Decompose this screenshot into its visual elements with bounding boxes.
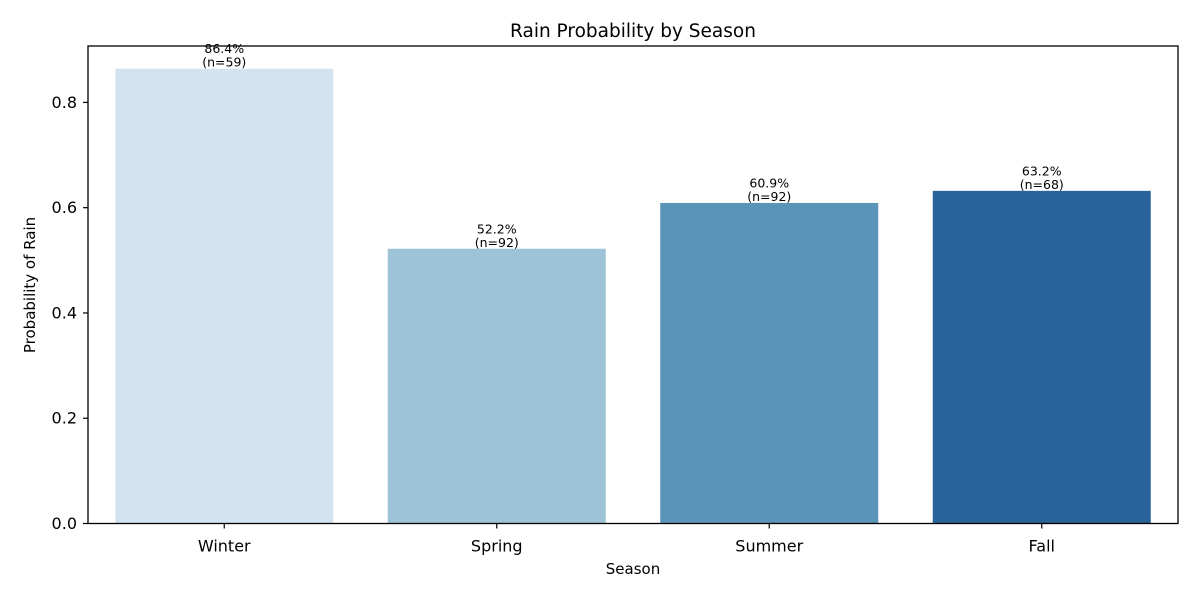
- bar-spring: [387, 248, 606, 524]
- x-tick-label-winter: Winter: [198, 537, 251, 556]
- y-tick-label: 0.0: [52, 514, 77, 533]
- axes-layer: [87, 45, 1179, 525]
- bar-winter: [115, 68, 334, 524]
- data-label-spring-percent: 52.2%: [477, 221, 517, 236]
- plot-frame: [87, 45, 1179, 525]
- data-label-spring-count: (n=92): [475, 235, 519, 250]
- data-label-fall-count: (n=68): [1020, 177, 1064, 192]
- bar-summer: [660, 202, 879, 524]
- y-tick-label: 0.2: [52, 409, 77, 428]
- data-labels-layer: 86.4%(n=59)52.2%(n=92)60.9%(n=92)63.2%(n…: [202, 41, 1064, 250]
- y-ticks-layer: 0.0 0.2 0.4 0.6 0.8: [52, 93, 88, 533]
- data-label-summer-percent: 60.9%: [749, 175, 789, 190]
- y-tick-label: 0.8: [52, 93, 77, 112]
- data-label-winter-percent: 86.4%: [204, 41, 244, 56]
- x-tick-label-fall: Fall: [1029, 537, 1055, 556]
- x-ticks-layer: Winter Spring Summer Fall: [198, 523, 1055, 556]
- x-tick-label-spring: Spring: [471, 537, 523, 556]
- bars-layer: [115, 68, 1151, 524]
- y-axis-label: Probability of Rain: [21, 217, 39, 353]
- y-tick-label: 0.4: [52, 303, 77, 322]
- data-label-summer-count: (n=92): [747, 189, 791, 204]
- data-label-winter-count: (n=59): [202, 55, 246, 70]
- bar-fall: [932, 190, 1151, 524]
- chart-title: Rain Probability by Season: [510, 21, 756, 42]
- x-tick-label-summer: Summer: [735, 537, 803, 556]
- data-label-fall-percent: 63.2%: [1022, 163, 1062, 178]
- y-tick-label: 0.6: [52, 198, 77, 217]
- x-axis-label: Season: [606, 560, 660, 578]
